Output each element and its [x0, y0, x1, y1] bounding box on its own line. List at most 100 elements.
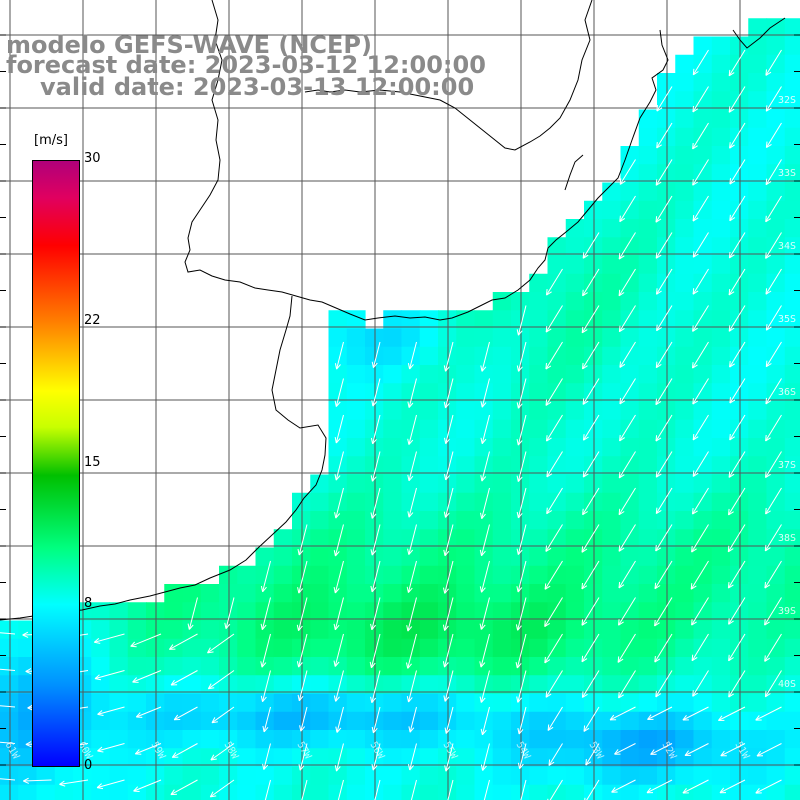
wind-arrow — [581, 597, 600, 626]
wind-speed-cell — [675, 54, 695, 74]
wind-speed-cell — [474, 438, 494, 457]
wind-speed-cell — [602, 693, 622, 713]
wind-speed-cell — [219, 584, 238, 603]
wind-speed-cell — [565, 219, 585, 238]
wind-arrow — [582, 232, 600, 259]
wind-speed-cell — [748, 237, 768, 257]
wind-speed-cell — [675, 383, 695, 403]
wind-speed-cell — [127, 638, 147, 658]
wind-speed-cell — [638, 237, 658, 257]
wind-arrow — [692, 49, 709, 76]
wind-speed-cell — [638, 675, 658, 695]
wind-speed-cell — [784, 346, 800, 366]
wind-speed-cell — [565, 383, 585, 403]
wind-speed-cell — [711, 511, 731, 530]
wind-arrow — [480, 706, 490, 736]
wind-speed-cell — [784, 109, 800, 129]
wind-speed-cell — [547, 292, 567, 311]
wind-speed-cell — [784, 200, 800, 220]
wind-arrow — [765, 49, 782, 76]
wind-speed-cell — [547, 529, 567, 549]
wind-speed-cell — [620, 273, 640, 293]
wind-speed-cell — [784, 273, 800, 293]
wind-arrow — [618, 487, 636, 516]
wind-speed-cell — [273, 584, 293, 603]
wind-speed-cell — [511, 693, 530, 713]
wind-speed-cell — [602, 766, 622, 786]
wind-speed-cell — [693, 273, 713, 293]
wind-speed-cell — [529, 456, 549, 476]
wind-speed-cell — [675, 292, 695, 311]
wind-speed-cell — [419, 711, 439, 731]
wind-speed-cell — [748, 766, 768, 786]
wind-speed-cell — [36, 784, 56, 800]
wind-speed-cell — [638, 474, 658, 494]
wind-speed-cell — [255, 584, 275, 603]
wind-speed-cell — [675, 219, 695, 238]
wind-speed-cell — [638, 438, 658, 457]
wind-speed-cell — [657, 255, 676, 275]
wind-arrow — [260, 597, 271, 631]
wind-speed-cell — [219, 565, 238, 585]
wind-speed-cell — [492, 693, 512, 713]
wind-speed-cell — [365, 748, 384, 768]
wind-speed-cell — [675, 273, 695, 293]
wind-arrow — [516, 414, 527, 446]
wind-arrow — [370, 414, 381, 445]
wind-arrow — [728, 232, 746, 259]
wind-speed-cell — [693, 748, 713, 768]
wind-speed-cell — [383, 492, 403, 512]
wind-arrow — [443, 341, 454, 372]
wind-speed-cell — [584, 310, 603, 330]
wind-speed-cell — [784, 18, 800, 38]
wind-arrow — [406, 633, 417, 669]
wind-speed-cell — [693, 346, 713, 366]
wind-speed-cell — [474, 711, 494, 731]
wind-speed-cell — [511, 657, 530, 676]
wind-speed-cell — [511, 292, 530, 311]
wind-speed-cell — [146, 638, 165, 658]
wind-speed-cell — [511, 438, 530, 457]
wind-speed-cell — [584, 675, 603, 695]
wind-speed-cell — [529, 675, 549, 695]
wind-speed-cell — [766, 18, 786, 38]
wind-speed-cell — [346, 365, 366, 384]
wind-arrow — [370, 597, 381, 631]
wind-speed-cell — [784, 474, 800, 494]
wind-arrow — [546, 451, 563, 478]
wind-speed-cell — [310, 492, 330, 512]
wind-speed-cell — [419, 365, 439, 384]
wind-speed-cell — [748, 18, 768, 38]
wind-arrow — [691, 597, 709, 626]
wind-speed-cell — [547, 766, 567, 786]
colorbar-gradient — [32, 160, 80, 767]
wind-speed-cell — [638, 292, 658, 311]
wind-arrow — [94, 670, 125, 681]
wind-arrow — [582, 341, 600, 370]
wind-speed-cell — [401, 383, 421, 403]
wind-arrow — [692, 305, 709, 332]
wind-speed-cell — [784, 748, 800, 768]
wind-speed-cell — [565, 584, 585, 603]
wind-speed-cell — [638, 219, 658, 238]
wind-speed-cell — [675, 255, 695, 275]
wind-arrow — [585, 743, 600, 766]
wind-arrow — [728, 597, 746, 625]
wind-speed-cell — [748, 54, 768, 74]
wind-speed-cell — [730, 547, 749, 567]
wind-speed-cell — [547, 784, 567, 800]
wind-speed-cell — [547, 438, 567, 457]
wind-speed-cell — [492, 511, 512, 530]
wind-speed-cell — [383, 584, 403, 603]
wind-speed-cell — [328, 383, 348, 403]
wind-speed-cell — [748, 474, 768, 494]
wind-speed-cell — [675, 511, 695, 530]
wind-speed-cell — [638, 255, 658, 275]
wind-speed-cell — [766, 547, 786, 567]
wind-speed-cell — [419, 620, 439, 640]
wind-arrow — [692, 86, 709, 113]
wind-speed-cell — [675, 584, 695, 603]
wind-speed-cell — [730, 91, 749, 111]
wind-speed-cell — [438, 693, 457, 713]
wind-speed-cell — [693, 383, 713, 403]
